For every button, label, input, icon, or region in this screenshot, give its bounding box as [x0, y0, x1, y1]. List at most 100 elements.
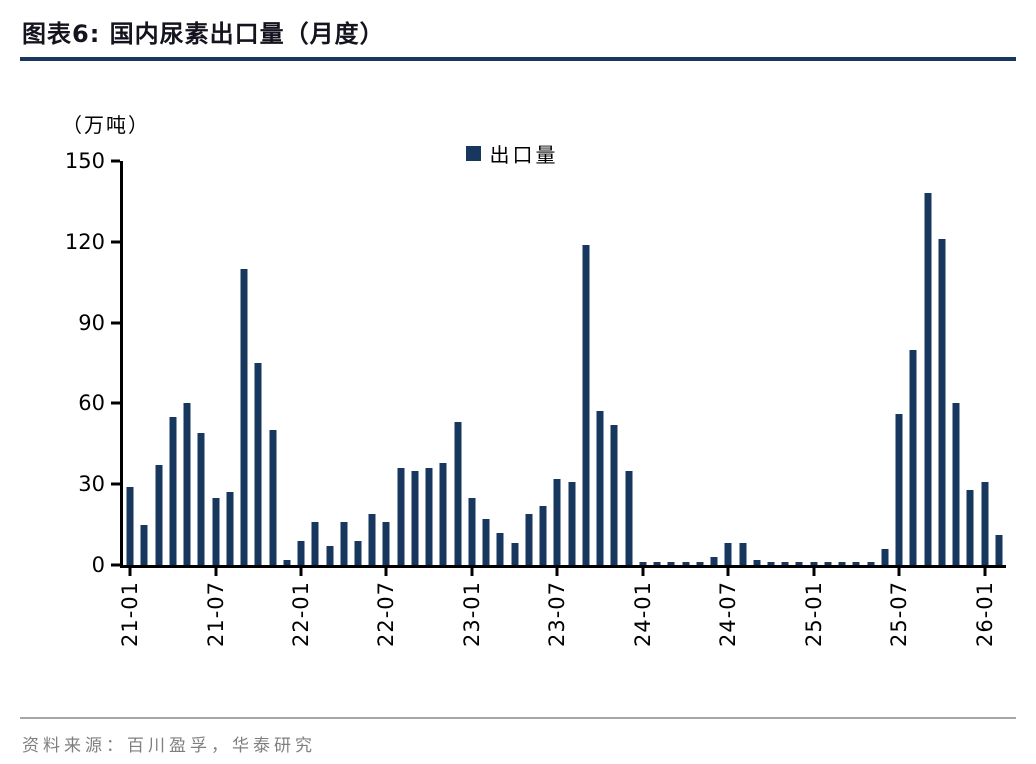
x-tick-mark	[812, 568, 816, 576]
bar	[311, 521, 319, 565]
bar	[582, 244, 590, 565]
bar	[340, 521, 348, 565]
bar	[439, 462, 447, 565]
bar	[696, 562, 704, 565]
source-text: 资料来源：百川盈孚，华泰研究	[22, 736, 316, 756]
x-tick-label: 25-01	[801, 581, 826, 648]
bar	[710, 556, 718, 565]
bar	[596, 411, 604, 565]
x-tick-label: 22-07	[374, 581, 399, 648]
y-tick-mark	[111, 159, 120, 163]
bar	[966, 489, 974, 565]
bar	[852, 562, 860, 565]
bar	[382, 521, 390, 565]
x-tick-mark	[470, 568, 474, 576]
bar	[625, 470, 633, 565]
x-tick-label: 24-07	[716, 581, 741, 648]
bar	[924, 193, 932, 565]
x-tick-mark	[555, 568, 559, 576]
y-tick-label: 30	[78, 472, 105, 497]
bar	[895, 414, 903, 565]
bar	[952, 403, 960, 565]
bar	[553, 478, 561, 565]
y-tick-mark	[111, 321, 120, 325]
bar	[454, 422, 462, 565]
bar	[397, 468, 405, 565]
x-tick-mark	[983, 568, 987, 576]
x-tick-label: 22-01	[289, 581, 314, 648]
bar	[795, 562, 803, 565]
bar	[468, 497, 476, 565]
bar	[881, 548, 889, 565]
legend-swatch-icon	[465, 146, 481, 161]
bar	[653, 562, 661, 565]
x-tick-mark	[897, 568, 901, 576]
bar	[212, 497, 220, 565]
bar	[909, 349, 917, 565]
chart-title: 图表6: 国内尿素出口量（月度）	[22, 20, 385, 48]
bar	[283, 559, 291, 565]
x-tick-mark	[299, 568, 303, 576]
bar	[126, 486, 134, 565]
bar	[838, 562, 846, 565]
y-tick-mark	[111, 482, 120, 486]
y-tick-mark	[111, 240, 120, 244]
bar	[226, 492, 234, 565]
x-tick-label: 23-07	[545, 581, 570, 648]
y-axis-unit-label: （万吨）	[62, 113, 150, 137]
bar	[667, 562, 675, 565]
bar	[368, 513, 376, 565]
bar	[995, 535, 1003, 565]
bar	[682, 562, 690, 565]
bar	[539, 505, 547, 565]
x-tick-label: 23-01	[459, 581, 484, 648]
bar	[354, 540, 362, 565]
bar	[824, 562, 832, 565]
bar	[496, 532, 504, 565]
x-tick-label: 24-01	[630, 581, 655, 648]
y-tick-label: 60	[78, 391, 105, 416]
x-tick-mark	[641, 568, 645, 576]
bar	[411, 470, 419, 565]
y-tick-mark	[111, 401, 120, 405]
footer: 资料来源：百川盈孚，华泰研究	[0, 717, 1036, 756]
x-tick-mark	[214, 568, 218, 576]
x-tick-label: 26-01	[972, 581, 997, 648]
bar	[981, 481, 989, 565]
bar	[810, 562, 818, 565]
bar	[482, 519, 490, 565]
bar	[183, 403, 191, 565]
bar	[511, 543, 519, 565]
bar	[639, 562, 647, 565]
bar	[568, 481, 576, 565]
bar	[781, 562, 789, 565]
bar	[326, 546, 333, 565]
bar	[724, 543, 732, 565]
y-tick-label: 150	[64, 149, 105, 173]
footer-divider	[20, 717, 1016, 719]
x-tick-label: 21-01	[118, 581, 143, 648]
bar	[767, 562, 775, 565]
bar	[254, 363, 262, 565]
y-tick-label: 0	[91, 553, 105, 577]
chart: （万吨） 出口量 0 30 60 90 120 150 21-01 21-07 22-01 22-…	[62, 113, 1006, 647]
plot-area: 0 30 60 90 120 150 21-01 21-07 22-01 22-07 23-01 23…	[65, 149, 1006, 647]
bar	[753, 559, 761, 565]
title-divider	[20, 57, 1016, 61]
y-tick-label: 90	[78, 310, 105, 335]
bar	[169, 416, 177, 565]
bar	[610, 424, 618, 565]
legend: 出口量	[465, 139, 559, 168]
bar	[938, 239, 946, 565]
bar	[240, 268, 248, 565]
bar	[269, 430, 277, 565]
bar	[425, 468, 433, 565]
x-tick-mark	[384, 568, 388, 576]
y-tick-label: 120	[64, 229, 105, 254]
x-tick-label: 25-07	[887, 581, 912, 648]
x-tick-label: 21-07	[203, 581, 228, 648]
bar	[197, 433, 205, 565]
bar	[739, 543, 747, 565]
bar	[155, 465, 163, 565]
x-tick-mark	[128, 568, 132, 576]
